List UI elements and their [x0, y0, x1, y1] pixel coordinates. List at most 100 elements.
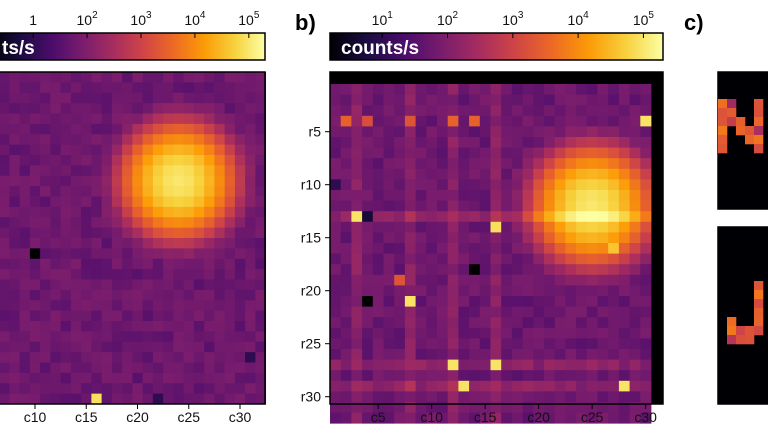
- heatmap-cell: [522, 158, 534, 170]
- heatmap-cell: [224, 269, 236, 280]
- heatmap-cell: [9, 372, 21, 384]
- heatmap-cell: [362, 370, 374, 382]
- heatmap-cell: [193, 175, 205, 187]
- heatmap-cell: [152, 352, 164, 363]
- heatmap-cell: [70, 134, 82, 146]
- heatmap-cell: [101, 72, 113, 83]
- heatmap-cell: [383, 359, 395, 371]
- heatmap-cell: [469, 94, 481, 106]
- heatmap-cell: [544, 200, 556, 212]
- heatmap-cell: [224, 92, 236, 104]
- heatmap-cell: [501, 137, 513, 148]
- heatmap-cell: [234, 155, 246, 166]
- heatmap-cell: [608, 94, 620, 106]
- heatmap-cell: [340, 211, 352, 223]
- heatmap-cell: [91, 238, 103, 249]
- heatmap-cell: [458, 253, 470, 265]
- heatmap-cell: [372, 179, 384, 191]
- heatmap-cell: [404, 296, 416, 307]
- heatmap-cell: [245, 175, 256, 187]
- heatmap-cell: [111, 289, 123, 301]
- heatmap-cell: [101, 393, 113, 405]
- colorbar-a-bar: [0, 32, 266, 61]
- heatmap-cell: [183, 227, 195, 239]
- heatmap-cell: [522, 200, 534, 212]
- heatmap-cell: [383, 243, 395, 254]
- heatmap-cell: [608, 370, 620, 382]
- heatmap-cell: [91, 196, 103, 208]
- heatmap-cell: [544, 274, 556, 286]
- heatmap-cell: [70, 227, 82, 239]
- heatmap-cell: [458, 115, 470, 127]
- heatmap-cell: [618, 274, 630, 286]
- heatmap-cell: [70, 248, 82, 260]
- heatmap-cell: [469, 211, 481, 223]
- heatmap-cell: [173, 144, 185, 156]
- heatmap-cell: [437, 370, 449, 382]
- heatmap-cell: [173, 269, 185, 280]
- heatmap-cell: [132, 310, 144, 322]
- heatmap-cell: [224, 289, 236, 301]
- heatmap-cell: [437, 147, 449, 159]
- heatmap-cell: [340, 412, 352, 424]
- heatmap-cell: [70, 258, 82, 270]
- heatmap-cell: [362, 243, 374, 254]
- heatmap-cell: [19, 362, 31, 374]
- heatmap-cell: [40, 113, 51, 125]
- heatmap-cell: [152, 372, 164, 384]
- heatmap-cell: [490, 296, 502, 307]
- heatmap-cell: [224, 155, 236, 166]
- heatmap-cell: [447, 412, 459, 424]
- heatmap-cell: [394, 158, 406, 170]
- heatmap-cell: [544, 115, 556, 127]
- heatmap-cell: [586, 126, 598, 138]
- letter-pixel: [754, 117, 764, 127]
- heatmap-cell: [330, 317, 342, 329]
- heatmap-cell: [60, 269, 72, 280]
- letter-pixel: [754, 299, 764, 309]
- heatmap-cell: [469, 296, 481, 307]
- heatmap-cell: [629, 370, 641, 382]
- heatmap-cell: [586, 349, 598, 360]
- heatmap-cell: [437, 200, 449, 212]
- heatmap-cell: [193, 123, 205, 135]
- heatmap-cell: [383, 179, 395, 191]
- letter-pixel: [745, 335, 755, 345]
- heatmap-cell: [447, 380, 459, 392]
- heatmap-cell: [469, 285, 481, 297]
- heatmap-cell: [608, 380, 620, 392]
- heatmap-cell: [163, 248, 174, 260]
- heatmap-cell: [330, 370, 342, 382]
- heatmap-cell: [340, 200, 352, 212]
- heatmap-cell: [437, 359, 449, 371]
- heatmap-cell: [608, 147, 620, 159]
- heatmap-cell: [214, 113, 226, 125]
- heatmap-cell: [152, 238, 164, 249]
- heatmap-cell: [91, 92, 103, 104]
- heatmap-cell: [132, 113, 144, 125]
- heatmap-cell: [0, 341, 10, 353]
- heatmap-cell: [81, 341, 92, 353]
- heatmap-cell: [426, 349, 438, 360]
- heatmap-cell: [404, 349, 416, 360]
- heatmap-cell: [50, 206, 62, 218]
- heatmap-cell: [224, 196, 236, 208]
- letter-pixel: [754, 281, 764, 291]
- heatmap-cell: [404, 221, 416, 233]
- heatmap-cell: [91, 155, 103, 166]
- heatmap-cell: [132, 248, 144, 260]
- heatmap-cell: [501, 158, 513, 170]
- heatmap-cell: [426, 168, 438, 180]
- heatmap-cell: [163, 258, 174, 270]
- heatmap-cell: [394, 190, 406, 201]
- heatmap-cell: [81, 123, 92, 135]
- heatmap-cell: [362, 84, 374, 95]
- heatmap-cell: [19, 123, 31, 135]
- heatmap-cell: [458, 306, 470, 318]
- heatmap-cell: [214, 331, 226, 343]
- heatmap-cell: [193, 113, 205, 125]
- heatmap-cell: [142, 92, 154, 104]
- heatmap-cell: [50, 372, 62, 384]
- heatmap-cell: [29, 352, 41, 363]
- heatmap-cell: [544, 402, 556, 413]
